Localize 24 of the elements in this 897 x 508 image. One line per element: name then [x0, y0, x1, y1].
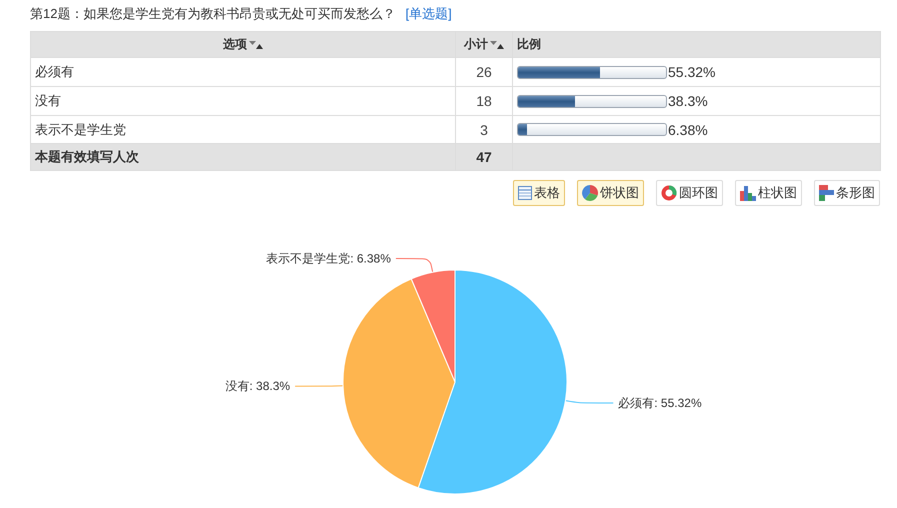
legend-label: 比例 [512, 32, 880, 58]
data-label: 38.3% [668, 93, 708, 110]
text: 圆环图 [679, 184, 718, 202]
data-label: 26 [456, 58, 512, 86]
data-label: 6.38% [668, 122, 708, 138]
data-label: 3 [456, 116, 512, 144]
text: 本题有效填写人次 [30, 144, 456, 170]
data-label: 55.32% [668, 64, 716, 80]
text: 表格 [534, 184, 560, 202]
slice-label: 必须有: 55.32% [618, 396, 702, 410]
category-label: 必须有 [30, 58, 456, 86]
slice-label: 没有: 38.3% [225, 379, 290, 394]
data-label: 18 [456, 86, 512, 116]
slice-label: 表示不是学生党: 6.38% [266, 252, 392, 266]
text: 选项 [30, 32, 456, 58]
text: 柱状图 [758, 184, 797, 202]
text: [单选题] [405, 6, 452, 21]
text: 47 [476, 149, 492, 165]
text: 条形图 [836, 184, 875, 202]
series-label: 小计 [456, 32, 512, 58]
category-label: 表示不是学生党 [30, 116, 456, 144]
category-label: 没有 [30, 86, 456, 116]
text: 饼状图 [600, 184, 639, 202]
text: 第12题：如果您是学生党有为教科书昂贵或无处可买而发愁么？ [30, 6, 396, 21]
